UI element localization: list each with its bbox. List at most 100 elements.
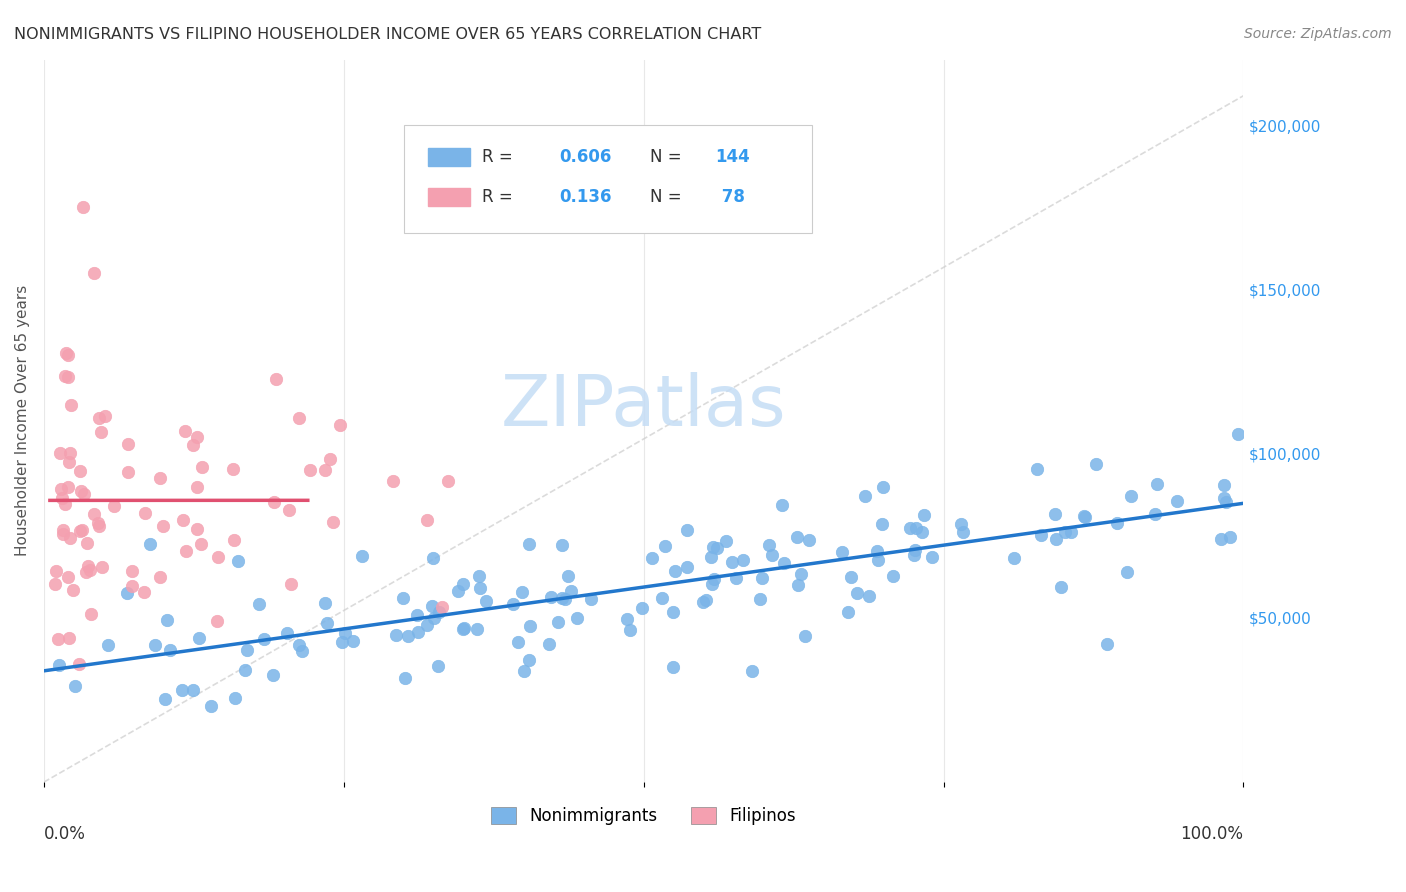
Point <box>191 459 214 474</box>
Point <box>1045 507 1067 521</box>
Point <box>149 471 172 485</box>
Point <box>415 618 437 632</box>
Point <box>382 474 405 488</box>
Point <box>703 573 725 587</box>
Point <box>870 516 893 531</box>
Point <box>53 368 76 383</box>
Point <box>631 600 654 615</box>
Point <box>513 665 536 679</box>
Point <box>58 446 80 460</box>
Point <box>224 533 246 548</box>
Text: 0.136: 0.136 <box>560 188 612 206</box>
Point <box>714 534 737 549</box>
Point <box>77 558 100 573</box>
Point <box>1119 489 1142 503</box>
Text: ZIPatlas: ZIPatlas <box>501 372 786 441</box>
Point <box>554 591 576 606</box>
Point <box>181 682 204 697</box>
Point <box>1209 532 1232 546</box>
Point <box>200 698 222 713</box>
Point <box>654 539 676 553</box>
Point <box>1166 494 1188 508</box>
Point <box>540 590 562 604</box>
Point <box>87 518 110 533</box>
Point <box>1219 530 1241 544</box>
Text: N =: N = <box>650 188 686 206</box>
Point <box>551 591 574 606</box>
Point <box>676 523 699 537</box>
Point <box>221 462 243 476</box>
Point <box>396 629 419 643</box>
Point <box>882 568 904 582</box>
Text: 78: 78 <box>716 188 745 206</box>
Point <box>1226 426 1249 441</box>
Point <box>724 571 747 585</box>
Point <box>280 576 302 591</box>
Point <box>288 638 311 652</box>
Point <box>423 611 446 625</box>
Point <box>641 550 664 565</box>
Point <box>329 417 352 432</box>
Point <box>207 549 229 564</box>
Point <box>67 657 90 671</box>
Point <box>702 540 724 554</box>
Point <box>1143 507 1166 521</box>
Point <box>83 266 105 280</box>
Point <box>115 586 138 600</box>
Text: R =: R = <box>482 188 517 206</box>
Point <box>132 584 155 599</box>
Point <box>692 595 714 609</box>
Point <box>952 524 974 539</box>
Point <box>97 638 120 652</box>
Text: 0.0%: 0.0% <box>44 825 86 844</box>
Point <box>51 491 73 505</box>
Point <box>1116 565 1139 579</box>
Point <box>799 533 821 547</box>
Point <box>276 625 298 640</box>
Point <box>846 586 869 600</box>
Point <box>89 425 111 439</box>
Point <box>416 513 439 527</box>
Point <box>350 549 373 563</box>
Point <box>253 632 276 646</box>
FancyBboxPatch shape <box>427 188 470 206</box>
Point <box>46 632 69 646</box>
Point <box>72 200 94 214</box>
Point <box>79 607 101 621</box>
Point <box>73 487 96 501</box>
Point <box>651 591 673 605</box>
Point <box>406 608 429 623</box>
Point <box>314 462 336 476</box>
Point <box>277 503 299 517</box>
Point <box>176 544 198 558</box>
Point <box>172 513 194 527</box>
Point <box>720 555 742 569</box>
Point <box>853 489 876 503</box>
Y-axis label: Householder Income Over 65 years: Householder Income Over 65 years <box>15 285 30 557</box>
Point <box>205 615 228 629</box>
Point <box>139 537 162 551</box>
Point <box>236 642 259 657</box>
Point <box>299 463 322 477</box>
Point <box>430 600 453 615</box>
Point <box>422 551 444 566</box>
Point <box>90 560 112 574</box>
Point <box>155 692 177 706</box>
Point <box>72 523 94 537</box>
Point <box>330 635 353 649</box>
Point <box>117 465 139 479</box>
Point <box>676 560 699 574</box>
Point <box>1073 510 1095 524</box>
Point <box>453 621 475 635</box>
Point <box>550 538 572 552</box>
Point <box>121 564 143 578</box>
Point <box>49 446 72 460</box>
Point <box>905 521 928 535</box>
Text: 0.606: 0.606 <box>560 148 612 166</box>
Point <box>761 548 783 562</box>
Point <box>557 569 579 583</box>
Point <box>1097 637 1119 651</box>
Point <box>53 497 76 511</box>
Point <box>858 589 880 603</box>
Point <box>898 521 921 535</box>
